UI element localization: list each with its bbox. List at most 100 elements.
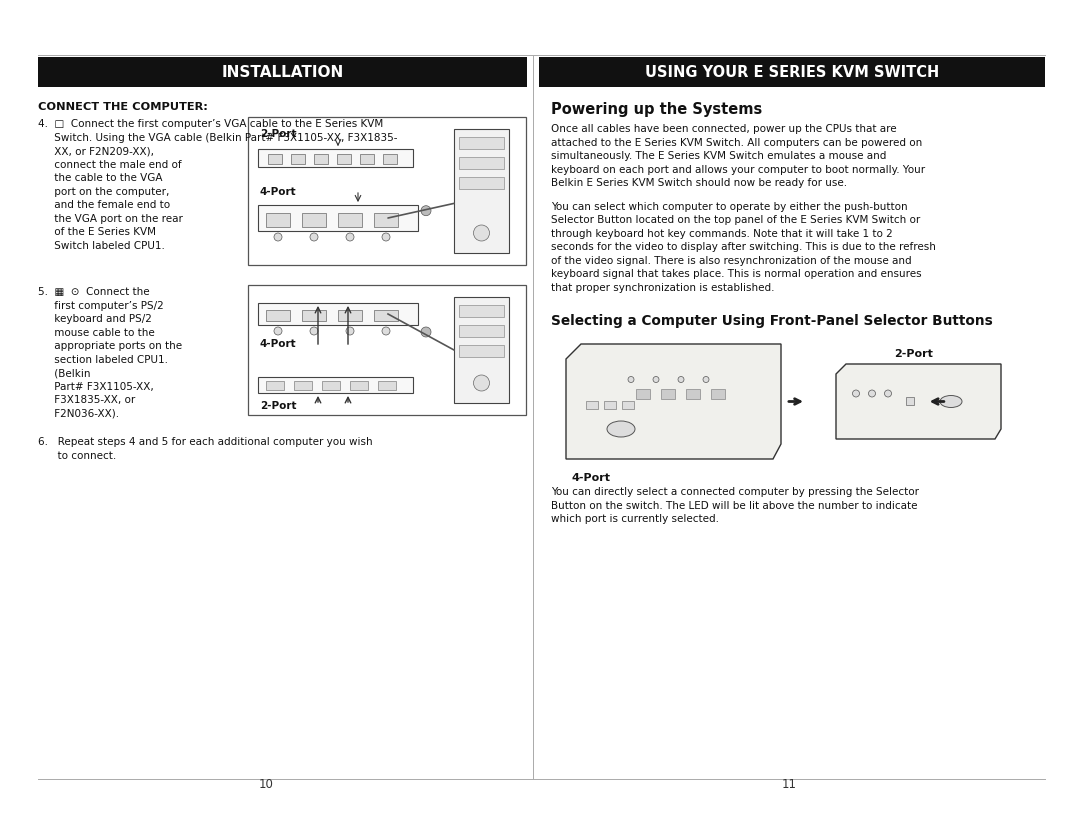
Bar	[661, 389, 675, 399]
Bar	[314, 154, 328, 164]
Text: which port is currently selected.: which port is currently selected.	[551, 514, 719, 524]
Text: You can select which computer to operate by either the push-button: You can select which computer to operate…	[551, 202, 907, 212]
Text: 4-Port: 4-Port	[571, 473, 610, 483]
Bar	[302, 310, 326, 321]
Bar	[258, 303, 418, 325]
Bar	[711, 389, 725, 399]
Bar	[266, 310, 291, 321]
Text: Powering up the Systems: Powering up the Systems	[551, 102, 762, 117]
Bar	[586, 401, 598, 409]
Text: to connect.: to connect.	[38, 450, 117, 460]
Text: Part# F3X1105-XX,: Part# F3X1105-XX,	[38, 381, 153, 391]
Text: INSTALLATION: INSTALLATION	[221, 64, 343, 79]
Bar	[337, 154, 351, 164]
Ellipse shape	[940, 395, 962, 408]
Bar	[459, 157, 504, 169]
Text: connect the male end of: connect the male end of	[38, 159, 181, 169]
Bar	[459, 345, 504, 357]
Text: the VGA port on the rear: the VGA port on the rear	[38, 214, 183, 224]
Text: and the female end to: and the female end to	[38, 200, 171, 210]
Bar	[338, 213, 362, 227]
Bar	[291, 154, 305, 164]
Text: 2-Port: 2-Port	[260, 129, 297, 139]
Text: 4.  □  Connect the first computer’s VGA cable to the E Series KVM: 4. □ Connect the first computer’s VGA ca…	[38, 119, 383, 129]
Bar	[38, 57, 527, 87]
Circle shape	[678, 376, 684, 383]
Text: 2-Port: 2-Port	[260, 401, 297, 411]
Text: of the E Series KVM: of the E Series KVM	[38, 227, 156, 237]
Text: Selector Button located on the top panel of the E Series KVM Switch or: Selector Button located on the top panel…	[551, 215, 920, 225]
Text: 4-Port: 4-Port	[260, 339, 297, 349]
Text: 4-Port: 4-Port	[260, 187, 297, 197]
Text: (Belkin: (Belkin	[38, 368, 91, 378]
Bar	[248, 117, 526, 265]
Bar	[378, 381, 396, 390]
Text: Once all cables have been connected, power up the CPUs that are: Once all cables have been connected, pow…	[551, 124, 896, 134]
Circle shape	[310, 233, 318, 241]
Circle shape	[653, 376, 659, 383]
Circle shape	[382, 233, 390, 241]
Circle shape	[274, 327, 282, 335]
Bar	[454, 297, 509, 403]
Circle shape	[868, 390, 876, 397]
Text: 5.  ▦  ⊙  Connect the: 5. ▦ ⊙ Connect the	[38, 287, 150, 297]
Bar	[459, 177, 504, 189]
Circle shape	[627, 376, 634, 383]
Text: mouse cable to the: mouse cable to the	[38, 328, 154, 338]
Ellipse shape	[607, 421, 635, 437]
Text: of the video signal. There is also resynchronization of the mouse and: of the video signal. There is also resyn…	[551, 255, 912, 265]
Bar	[322, 381, 340, 390]
Circle shape	[703, 376, 708, 383]
Bar	[604, 401, 616, 409]
Text: 11: 11	[782, 778, 797, 791]
Polygon shape	[836, 364, 1001, 439]
Text: that proper synchronization is established.: that proper synchronization is establish…	[551, 283, 774, 293]
Bar	[266, 213, 291, 227]
Bar	[622, 401, 634, 409]
Bar	[454, 129, 509, 253]
Circle shape	[473, 375, 489, 391]
Text: keyboard signal that takes place. This is normal operation and ensures: keyboard signal that takes place. This i…	[551, 269, 921, 279]
Text: Switch labeled CPU1.: Switch labeled CPU1.	[38, 240, 165, 250]
Bar	[266, 381, 284, 390]
Circle shape	[852, 390, 860, 397]
Bar	[459, 137, 504, 149]
Circle shape	[274, 233, 282, 241]
Circle shape	[885, 390, 891, 397]
Text: USING YOUR E SERIES KVM SWITCH: USING YOUR E SERIES KVM SWITCH	[645, 64, 940, 79]
Bar	[459, 305, 504, 317]
Bar	[258, 377, 413, 393]
Bar	[294, 381, 312, 390]
Bar	[302, 213, 326, 227]
Text: XX, or F2N209-XX),: XX, or F2N209-XX),	[38, 146, 154, 156]
Bar	[338, 310, 362, 321]
Bar	[248, 285, 526, 415]
Circle shape	[473, 225, 489, 241]
Text: keyboard on each port and allows your computer to boot normally. Your: keyboard on each port and allows your co…	[551, 164, 926, 174]
Polygon shape	[566, 344, 781, 459]
Text: Button on the switch. The LED will be lit above the number to indicate: Button on the switch. The LED will be li…	[551, 500, 918, 510]
Circle shape	[346, 327, 354, 335]
Bar	[383, 154, 397, 164]
Text: CONNECT THE COMPUTER:: CONNECT THE COMPUTER:	[38, 102, 207, 112]
Bar	[374, 213, 399, 227]
Text: Selecting a Computer Using Front-Panel Selector Buttons: Selecting a Computer Using Front-Panel S…	[551, 314, 993, 328]
Text: keyboard and PS/2: keyboard and PS/2	[38, 314, 152, 324]
Bar	[686, 389, 700, 399]
Bar	[258, 205, 418, 231]
Text: section labeled CPU1.: section labeled CPU1.	[38, 354, 168, 364]
Text: appropriate ports on the: appropriate ports on the	[38, 341, 183, 351]
Bar	[258, 149, 413, 167]
Text: seconds for the video to display after switching. This is due to the refresh: seconds for the video to display after s…	[551, 242, 936, 252]
Bar	[636, 389, 650, 399]
Text: attached to the E Series KVM Switch. All computers can be powered on: attached to the E Series KVM Switch. All…	[551, 138, 922, 148]
Text: Switch. Using the VGA cable (Belkin Part# F3X1105-XX, F3X1835-: Switch. Using the VGA cable (Belkin Part…	[38, 133, 397, 143]
Circle shape	[382, 327, 390, 335]
Circle shape	[310, 327, 318, 335]
Bar	[459, 325, 504, 337]
Bar	[539, 57, 1045, 87]
Text: first computer’s PS/2: first computer’s PS/2	[38, 300, 164, 310]
Text: You can directly select a connected computer by pressing the Selector: You can directly select a connected comp…	[551, 487, 919, 497]
Text: through keyboard hot key commands. Note that it will take 1 to 2: through keyboard hot key commands. Note …	[551, 229, 893, 239]
Bar	[268, 154, 282, 164]
